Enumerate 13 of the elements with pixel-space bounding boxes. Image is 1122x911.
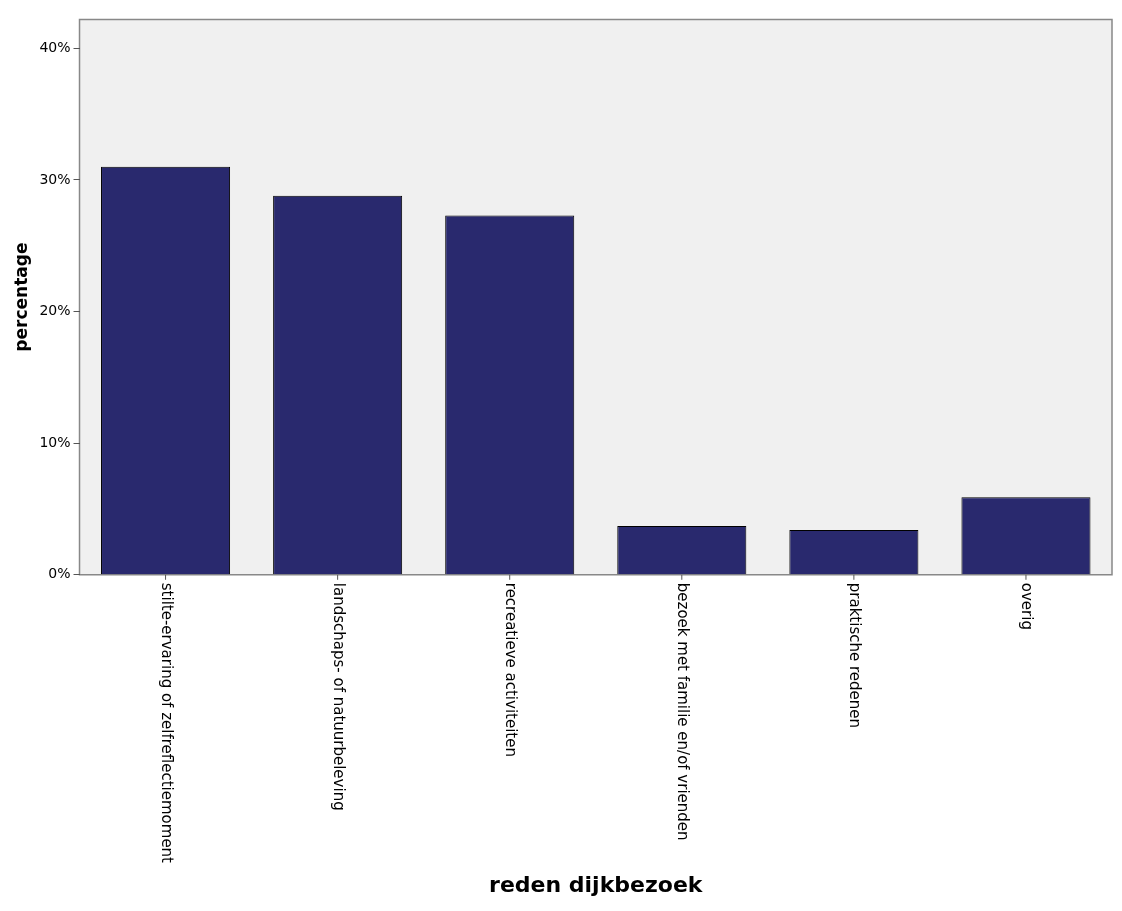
x-tick-label: stilte-ervaring of zelfreflectiemoment xyxy=(157,582,176,864)
y-axis-title: percentage xyxy=(10,242,31,352)
x-tick-label: landschaps- of natuurbeleving xyxy=(329,582,348,811)
y-tick-label: 10% xyxy=(39,433,71,450)
y-tick-label: 20% xyxy=(39,302,71,319)
y-tick-label: 0% xyxy=(48,565,71,582)
x-tick-label: praktische redenen xyxy=(845,582,864,729)
y-tick-label: 30% xyxy=(39,170,71,187)
x-tick-label: recreatieve activiteiten xyxy=(501,582,520,757)
x-tick-label: overig xyxy=(1018,582,1037,630)
x-axis-title: reden dijkbezoek xyxy=(489,871,704,897)
y-tick-label: 40% xyxy=(39,38,71,55)
x-tick-label: bezoek met familie en/of vrienden xyxy=(673,582,692,841)
